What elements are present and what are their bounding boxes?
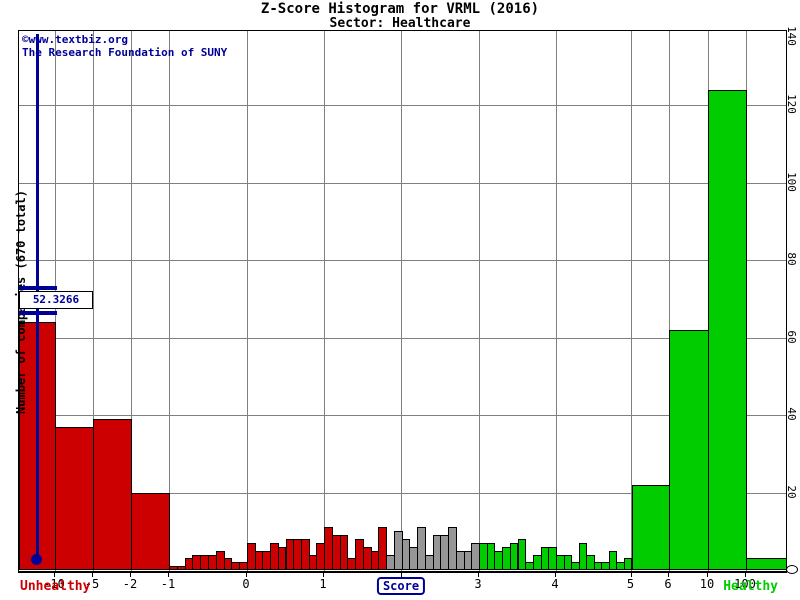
x-tick-mark <box>478 572 479 577</box>
x-tick-mark <box>555 572 556 577</box>
x-tick-mark <box>323 572 324 577</box>
vertical-gridline <box>246 31 248 571</box>
x-tick-mark <box>168 572 169 577</box>
axis-end-circle-icon <box>786 565 798 574</box>
vertical-gridline <box>401 31 402 571</box>
x-tick-label: -2 <box>122 577 138 591</box>
histogram-bar <box>631 484 670 570</box>
watermark-copyright: ©www.textbiz.org <box>22 33 128 46</box>
histogram-bar <box>448 527 457 570</box>
x-tick-label: -1 <box>160 577 176 591</box>
x-tick-label: 3 <box>474 577 482 591</box>
y-tick-label: 140 <box>785 26 798 46</box>
vertical-gridline <box>555 31 557 571</box>
marker-cap-bottom <box>19 311 57 315</box>
x-tick-label: 4 <box>551 577 559 591</box>
x-tick-mark <box>630 572 632 577</box>
watermark-foundation: The Research Foundation of SUNY <box>22 46 228 59</box>
chart-subtitle: Sector: Healthcare <box>329 16 471 31</box>
histogram-bar <box>417 527 426 570</box>
x-tick-mark <box>668 572 669 577</box>
x-tick-label: 100 <box>734 577 756 591</box>
x-tick-mark <box>92 572 93 577</box>
horizontal-gridline <box>19 182 786 184</box>
y-tick-label: 120 <box>785 94 798 114</box>
histogram-bar <box>55 426 94 570</box>
histogram-bar <box>93 418 132 570</box>
plot-area: ©www.textbiz.org The Research Foundation… <box>18 30 787 573</box>
x-tick-mark <box>400 572 402 577</box>
histogram-bar <box>378 527 387 570</box>
horizontal-gridline <box>19 337 786 339</box>
zscore-marker-label: 52.3266 <box>19 291 93 309</box>
horizontal-gridline <box>19 415 786 416</box>
histogram-bar <box>708 89 747 570</box>
x-tick-label: 1 <box>319 577 327 591</box>
x-tick-label: -10 <box>43 577 65 591</box>
x-tick-mark <box>246 572 247 577</box>
y-tick-label: 20 <box>785 484 798 499</box>
x-tick-mark <box>54 572 55 577</box>
horizontal-gridline <box>19 260 786 261</box>
healthy-label: Healthy <box>723 579 778 594</box>
chart-title: Z-Score Histogram for VRML (2016) <box>260 1 540 17</box>
x-tick-label: 10 <box>699 577 715 591</box>
y-tick-label: 60 <box>785 329 798 344</box>
vertical-gridline <box>168 31 170 571</box>
histogram-bar <box>517 539 527 570</box>
x-tick-label: 6 <box>664 577 672 591</box>
vertical-gridline <box>323 31 325 571</box>
horizontal-gridline <box>19 492 786 494</box>
x-tick-label: 5 <box>626 577 635 591</box>
score-axis-badge: Score <box>376 577 426 595</box>
histogram-bar <box>608 550 618 570</box>
vertical-gridline <box>668 31 670 571</box>
y-tick-label: 80 <box>785 252 798 266</box>
histogram-bar <box>339 535 349 570</box>
y-tick-label: 100 <box>785 171 798 192</box>
vertical-gridline <box>92 31 94 571</box>
histogram-bar <box>131 492 170 570</box>
x-tick-label: -5 <box>84 577 100 591</box>
x-tick-label: 0 <box>242 577 250 591</box>
vertical-gridline <box>130 31 132 571</box>
histogram-bar <box>669 329 709 570</box>
x-tick-mark <box>130 572 131 577</box>
vertical-gridline <box>478 31 480 571</box>
x-tick-mark <box>745 572 746 577</box>
unhealthy-label: Unhealthy <box>20 579 91 594</box>
vertical-gridline <box>631 31 632 571</box>
y-tick-label: 40 <box>785 407 798 421</box>
x-tick-mark <box>707 572 708 577</box>
histogram-bar <box>746 558 787 570</box>
marker-cap-top <box>19 286 57 290</box>
horizontal-gridline <box>19 105 786 106</box>
zscore-marker-dot-icon <box>31 554 42 565</box>
